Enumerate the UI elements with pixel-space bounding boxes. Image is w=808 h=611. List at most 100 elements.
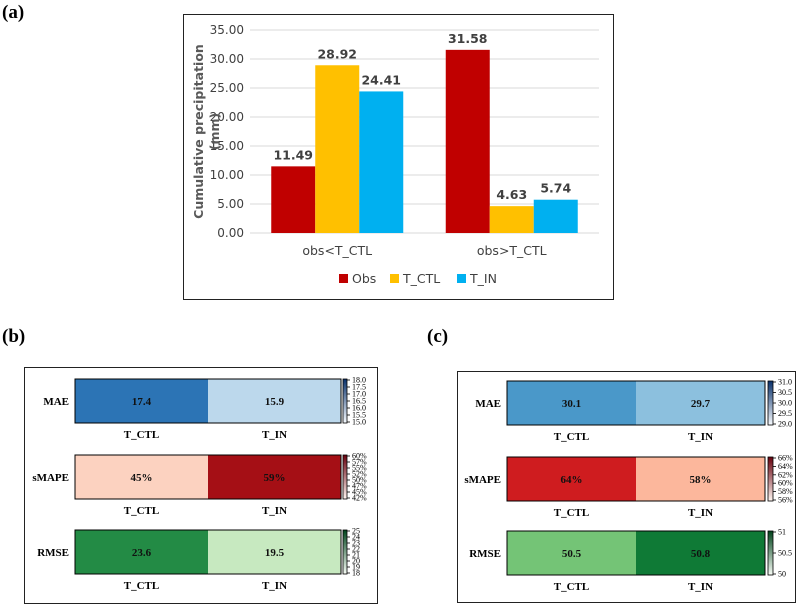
colorbar	[767, 530, 774, 576]
heat-cell	[507, 457, 636, 501]
bar-data-label: 28.92	[317, 46, 357, 61]
colorbar-tick-label: 30.0	[778, 399, 792, 408]
panel-label-c: (c)	[427, 326, 449, 347]
colorbar-tick-label: 15.0	[352, 418, 366, 427]
bar-data-label: 5.74	[540, 181, 571, 196]
x-tick-label: T_CTL	[554, 507, 589, 519]
cell-value: 58%	[690, 474, 712, 486]
colorbar	[342, 529, 348, 575]
x-tick-label: T_IN	[262, 580, 287, 592]
row-label: sMAPE	[464, 474, 501, 486]
colorbar-tick-label: 55%	[352, 464, 367, 473]
cell-value: 15.9	[265, 396, 285, 408]
colorbar-tick-label: 30.5	[778, 388, 792, 397]
colorbar-tick-label: 16.0	[352, 404, 366, 413]
heat-cell	[636, 457, 765, 501]
cell-value: 17.4	[132, 396, 152, 408]
y-tick-label: 15.00	[210, 139, 244, 153]
colorbar	[767, 380, 774, 426]
colorbar-tick-label: 52%	[352, 470, 367, 479]
cell-value: 64%	[561, 474, 583, 486]
bar-chart-panel: 0.00 5.00 10.00 15.00 20.00 25.00 30.00 35.00 11…	[183, 14, 614, 300]
colorbar-tick-label: 16.5	[352, 397, 366, 406]
colorbar-tick-label: 50.5	[778, 549, 792, 558]
row-label: MAE	[475, 398, 501, 410]
colorbar-tick-label: 60%	[778, 479, 793, 488]
colorbar-tick-label: 22	[352, 545, 360, 554]
bar	[489, 206, 534, 233]
row-label: sMAPE	[32, 472, 69, 484]
heat-border	[506, 380, 766, 426]
heat-cell	[208, 379, 341, 423]
y-axis-title: Cumulative precipitation(mm)	[191, 44, 222, 219]
cell-value: 45%	[131, 472, 153, 484]
heat-border	[74, 378, 342, 424]
heat-cell	[507, 531, 636, 575]
colorbar-tick-label: 66%	[778, 454, 793, 463]
bar	[315, 65, 360, 233]
heat-cell	[75, 379, 208, 423]
legend-label: T_CTL	[402, 271, 440, 286]
heat-border	[506, 530, 766, 576]
colorbar-tick-label: 45%	[352, 488, 367, 497]
colorbar-tick-label: 19	[352, 563, 360, 572]
x-tick-label: T_CTL	[554, 431, 589, 443]
heat-cell	[75, 455, 208, 499]
colorbar-tick-label: 18.0	[352, 376, 366, 385]
cell-value: 23.6	[132, 547, 152, 559]
x-tick-label: T_IN	[688, 581, 713, 593]
y-tick-label: 35.00	[210, 23, 244, 37]
legend-swatch	[339, 274, 348, 283]
row-label: MAE	[43, 396, 69, 408]
colorbar-tick-label: 18	[352, 569, 360, 578]
heat-border	[74, 454, 342, 500]
colorbar-tick-label: 51	[778, 528, 786, 537]
bar	[445, 49, 490, 233]
cell-value: 50.8	[691, 548, 711, 560]
colorbar	[342, 378, 348, 424]
heat-cell	[636, 381, 765, 425]
bar-data-label: 31.58	[448, 31, 488, 46]
cell-value: 19.5	[265, 547, 285, 559]
panel-label-a: (a)	[2, 2, 25, 23]
colorbar-tick-label: 56%	[778, 496, 793, 505]
y-tick-label: 25.00	[210, 81, 244, 95]
legend-swatch	[457, 274, 466, 283]
row-label: RMSE	[469, 548, 501, 560]
colorbar-tick-label: 58%	[778, 487, 793, 496]
y-tick-label: 10.00	[210, 168, 244, 182]
bar-chart: 0.00 5.00 10.00 15.00 20.00 25.00 30.00 35.00 11…	[191, 23, 599, 286]
y-tick-label: 30.00	[210, 52, 244, 66]
x-tick-label: T_IN	[262, 505, 287, 517]
y-tick-label: 20.00	[210, 110, 244, 124]
x-tick-label: obs>T_CTL	[477, 243, 547, 258]
panel-label-b: (b)	[2, 326, 26, 347]
colorbar-tick-label: 57%	[352, 458, 367, 467]
x-tick-label: T_IN	[262, 429, 287, 441]
heat-border	[506, 456, 766, 502]
heat-cell	[208, 530, 341, 574]
bar	[533, 199, 578, 233]
colorbar-tick-label: 62%	[778, 470, 793, 479]
heatmap-panel-b: MAE 17.4 T_CTL 15.9 T_IN 18.0 17.5 17.0 16.5 16.0…	[24, 367, 378, 604]
colorbar-tick-label: 21	[352, 551, 360, 560]
bar-data-label: 24.41	[361, 72, 401, 87]
colorbar-tick-label: 42%	[352, 494, 367, 503]
heatmap-b: MAE 17.4 T_CTL 15.9 T_IN 18.017.517.016.516.0…	[32, 376, 367, 593]
colorbar-tick-label: 17.0	[352, 390, 366, 399]
row-label: RMSE	[37, 547, 69, 559]
bar-data-label: 11.49	[273, 147, 313, 162]
bar-data-label: 4.63	[496, 187, 527, 202]
y-tick-label: 0.00	[217, 226, 244, 240]
x-tick-label: T_CTL	[554, 581, 589, 593]
colorbar-tick-label: 64%	[778, 462, 793, 471]
cell-value: 59%	[264, 472, 286, 484]
legend-label: Obs	[352, 271, 376, 286]
colorbar-tick-label: 20	[352, 557, 360, 566]
colorbar	[767, 456, 774, 502]
colorbar-tick-label: 23	[352, 539, 360, 548]
cell-value: 29.7	[691, 398, 711, 410]
heat-cell	[636, 531, 765, 575]
heat-cell	[75, 530, 208, 574]
colorbar-tick-label: 47%	[352, 482, 367, 491]
